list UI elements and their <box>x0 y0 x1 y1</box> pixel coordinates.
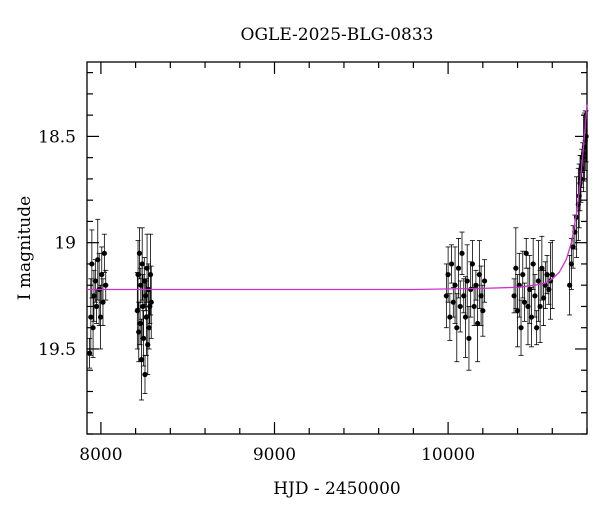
y-tick-label: 19 <box>54 234 76 254</box>
data-point <box>95 257 101 263</box>
data-point <box>140 335 147 341</box>
data-point <box>475 320 481 327</box>
y-tick-label: 18.5 <box>38 127 76 147</box>
y-tick-label: 19.5 <box>38 340 76 360</box>
data-point <box>466 335 472 341</box>
chart-title: OGLE-2025-BLG-0833 <box>241 25 434 45</box>
data-point <box>103 282 109 288</box>
data-point <box>145 342 151 348</box>
data-point <box>525 303 531 310</box>
data-point <box>530 261 536 267</box>
data-point <box>93 303 100 310</box>
data-point <box>450 299 456 305</box>
x-axis-label: HJD - 2450000 <box>273 479 401 499</box>
data-point <box>481 278 488 284</box>
data-point <box>534 325 540 331</box>
data-point <box>480 308 486 314</box>
data-point <box>89 261 95 267</box>
data-point <box>537 303 543 310</box>
data-point <box>143 293 149 299</box>
data-point <box>100 299 106 305</box>
data-point <box>459 250 465 256</box>
data-point <box>88 314 94 320</box>
data-point <box>549 271 555 278</box>
data-point <box>476 271 482 278</box>
data-point <box>445 271 451 278</box>
model-curve <box>87 104 588 291</box>
data-point <box>142 371 148 378</box>
data-point <box>464 278 470 284</box>
data-point <box>454 325 460 331</box>
plot-area: 8000 9000 10000 18.5 19 19.5 <box>38 61 589 465</box>
data-point <box>528 314 535 320</box>
data-point <box>469 261 476 267</box>
data-point <box>101 250 107 256</box>
data-point <box>535 278 541 284</box>
data-point <box>90 325 96 331</box>
data-point <box>520 271 526 278</box>
data-point <box>455 265 462 271</box>
data-point <box>97 314 104 320</box>
data-point <box>567 282 573 288</box>
data-point <box>514 308 521 314</box>
data-point <box>448 261 455 267</box>
data-point <box>478 293 484 299</box>
data-point <box>91 293 97 299</box>
data-point <box>138 357 145 363</box>
data-point <box>148 299 154 305</box>
data-point <box>139 261 145 267</box>
data-point <box>568 261 574 267</box>
x-tick-label: 10000 <box>421 445 475 465</box>
data-point <box>146 325 152 331</box>
plot-frame <box>86 61 588 435</box>
data-point <box>136 329 142 335</box>
data-point <box>137 320 143 327</box>
data-point <box>513 265 519 271</box>
data-point <box>570 244 576 250</box>
data-point <box>461 293 467 299</box>
data-point <box>135 271 141 278</box>
y-axis-label: I magnitude <box>15 196 35 300</box>
data-point <box>136 250 143 256</box>
data-point <box>521 299 528 305</box>
data-point <box>539 265 545 271</box>
data-point <box>471 303 477 310</box>
data-point <box>540 295 547 301</box>
data-point <box>527 286 533 293</box>
x-tick-label: 8000 <box>79 445 122 465</box>
data-point <box>92 278 98 284</box>
data-point <box>147 271 154 278</box>
data-point <box>452 282 458 288</box>
data-point <box>443 293 449 299</box>
data-point <box>518 325 524 331</box>
data-point <box>140 303 146 310</box>
data-point <box>532 293 538 299</box>
data-point <box>546 286 552 293</box>
data-point <box>99 271 105 278</box>
data-point <box>447 314 453 320</box>
data-point <box>511 293 517 299</box>
data-point <box>457 303 463 310</box>
x-tick-label: 9000 <box>253 445 296 465</box>
data-point <box>523 250 529 256</box>
